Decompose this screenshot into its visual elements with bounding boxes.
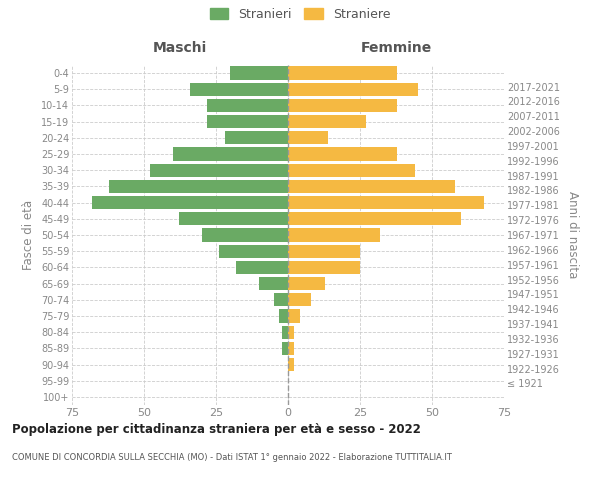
Bar <box>259 277 288 290</box>
Bar <box>288 164 415 177</box>
Bar <box>288 180 455 193</box>
Bar <box>173 148 288 160</box>
Bar <box>288 196 484 209</box>
Bar <box>224 131 288 144</box>
Bar <box>288 82 418 96</box>
Bar <box>288 148 397 160</box>
Bar <box>109 180 288 193</box>
Bar <box>288 342 294 355</box>
Bar <box>179 212 288 226</box>
Bar <box>288 358 294 371</box>
Text: COMUNE DI CONCORDIA SULLA SECCHIA (MO) - Dati ISTAT 1° gennaio 2022 - Elaborazio: COMUNE DI CONCORDIA SULLA SECCHIA (MO) -… <box>12 452 452 462</box>
Bar <box>288 244 360 258</box>
Y-axis label: Anni di nascita: Anni di nascita <box>566 192 579 278</box>
Bar <box>282 342 288 355</box>
Text: Popolazione per cittadinanza straniera per età e sesso - 2022: Popolazione per cittadinanza straniera p… <box>12 422 421 436</box>
Bar <box>208 99 288 112</box>
Bar <box>92 196 288 209</box>
Legend: Stranieri, Straniere: Stranieri, Straniere <box>205 2 395 26</box>
Y-axis label: Fasce di età: Fasce di età <box>22 200 35 270</box>
Bar <box>288 293 311 306</box>
Bar <box>208 115 288 128</box>
Bar <box>236 260 288 274</box>
Bar <box>230 66 288 80</box>
Bar <box>190 82 288 96</box>
Text: Maschi: Maschi <box>153 42 207 56</box>
Bar <box>288 326 294 339</box>
Bar <box>288 212 461 226</box>
Bar <box>219 244 288 258</box>
Bar <box>274 293 288 306</box>
Bar <box>282 326 288 339</box>
Bar <box>280 310 288 322</box>
Bar <box>288 131 328 144</box>
Bar <box>288 260 360 274</box>
Text: Femmine: Femmine <box>361 42 431 56</box>
Bar <box>150 164 288 177</box>
Bar <box>288 115 366 128</box>
Bar <box>288 99 397 112</box>
Bar <box>288 277 325 290</box>
Bar <box>288 228 380 241</box>
Bar <box>288 66 397 80</box>
Bar <box>202 228 288 241</box>
Bar <box>288 310 299 322</box>
